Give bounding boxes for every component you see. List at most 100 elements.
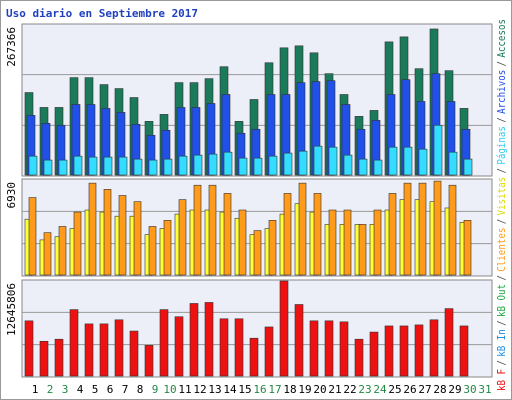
bar xyxy=(313,193,322,276)
bar xyxy=(88,156,98,176)
x-tick-label: 10 xyxy=(163,383,176,396)
bar xyxy=(459,325,469,377)
bar xyxy=(24,320,34,377)
bar xyxy=(118,156,128,176)
bar xyxy=(204,302,214,377)
x-tick-label: 9 xyxy=(152,383,159,396)
bar xyxy=(159,309,169,377)
x-tick-label: 1 xyxy=(32,383,39,396)
bar xyxy=(433,124,443,176)
bar xyxy=(73,211,82,276)
legend-separator: / xyxy=(495,320,508,326)
bar xyxy=(208,153,218,176)
bar xyxy=(58,226,67,276)
bar xyxy=(444,308,454,377)
bar xyxy=(234,318,244,377)
bar xyxy=(403,182,412,276)
bar xyxy=(448,184,457,276)
bar xyxy=(163,220,172,276)
bar xyxy=(103,156,113,176)
x-tick-label: 11 xyxy=(178,383,191,396)
x-tick-label: 25 xyxy=(388,383,401,396)
y-tick-label: 6930 xyxy=(5,182,18,209)
legend-entry: Accesos xyxy=(495,19,508,58)
legend-separator: / xyxy=(495,360,508,366)
bar xyxy=(103,189,112,276)
bar xyxy=(223,193,232,276)
x-tick-label: 29 xyxy=(448,383,461,396)
bar xyxy=(298,182,307,276)
bar xyxy=(253,230,262,276)
bar xyxy=(28,197,37,276)
bar xyxy=(69,309,79,377)
x-tick-label: 15 xyxy=(238,383,251,396)
x-tick-label: 13 xyxy=(208,383,221,396)
bar xyxy=(268,155,278,176)
bar xyxy=(309,320,319,377)
bar xyxy=(189,303,199,377)
legend-entry: Archivos xyxy=(495,70,508,114)
legend-entry: Visitas xyxy=(495,177,508,216)
legend-entry: kB In xyxy=(495,329,508,357)
bar xyxy=(58,159,68,176)
bar xyxy=(178,199,187,276)
bar xyxy=(294,304,304,377)
bar xyxy=(313,145,323,176)
bar xyxy=(118,195,127,276)
x-tick-label: 5 xyxy=(92,383,99,396)
bar xyxy=(249,337,259,377)
x-tick-label: 7 xyxy=(122,383,129,396)
bar xyxy=(414,324,424,377)
x-tick-label: 16 xyxy=(253,383,266,396)
bar xyxy=(343,209,352,276)
bar xyxy=(328,209,337,276)
bar xyxy=(73,155,83,176)
x-tick-label: 3 xyxy=(62,383,69,396)
bar xyxy=(418,182,427,276)
bar xyxy=(174,316,184,377)
bar xyxy=(178,155,188,176)
bar xyxy=(433,180,442,276)
bar xyxy=(279,280,289,377)
bar xyxy=(369,331,379,377)
bar xyxy=(88,182,97,276)
bar xyxy=(358,158,368,176)
legend-entry: Clientes xyxy=(495,228,508,272)
x-tick-label: 31 xyxy=(478,383,491,396)
x-tick-label: 17 xyxy=(268,383,281,396)
bar xyxy=(43,159,53,176)
legend-entry: Páginas xyxy=(495,126,508,165)
x-tick-label: 22 xyxy=(343,383,356,396)
x-tick-label: 4 xyxy=(77,383,84,396)
bar xyxy=(84,323,94,377)
legend-separator: / xyxy=(495,168,508,174)
bar xyxy=(373,159,383,176)
x-tick-label: 28 xyxy=(433,383,446,396)
bar xyxy=(163,158,173,176)
x-tick-label: 19 xyxy=(298,383,311,396)
bar xyxy=(219,318,229,377)
bar xyxy=(283,152,293,176)
bar xyxy=(54,338,64,377)
x-tick-label: 6 xyxy=(107,383,114,396)
bar xyxy=(99,323,109,377)
y-tick-label: 12645806 xyxy=(5,283,18,336)
bar xyxy=(328,146,338,176)
bar xyxy=(463,220,472,276)
x-tick-label: 12 xyxy=(193,383,206,396)
bar xyxy=(388,146,398,176)
bar xyxy=(403,146,413,176)
bar xyxy=(39,340,49,377)
x-tick-label: 24 xyxy=(373,383,387,396)
bar xyxy=(388,193,397,276)
chart-title: Uso diario en Septiembre 2017 xyxy=(6,7,198,20)
legend-separator: / xyxy=(495,275,508,281)
bar xyxy=(238,157,248,176)
bar xyxy=(28,155,38,176)
x-tick-label: 27 xyxy=(418,383,431,396)
bar xyxy=(373,209,382,276)
legend-separator: / xyxy=(495,117,508,123)
x-tick-label: 18 xyxy=(283,383,296,396)
bar xyxy=(283,193,292,276)
